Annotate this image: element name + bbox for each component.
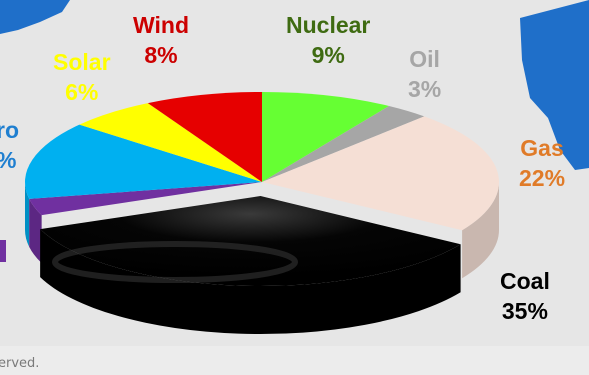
label-nuclear-name: Nuclear [286,12,371,38]
pie-side-gas [462,182,499,279]
pie-slice-gas [262,116,499,231]
label-oil-name: Oil [409,46,440,72]
label-hydro-pct: % [0,145,19,175]
label-wind-name: Wind [133,12,189,38]
label-hydro-name: ro [0,117,19,143]
pie-slice-biomass [29,182,262,216]
label-wind-pct: 8% [144,42,178,68]
label-gas-pct: 22% [519,165,566,191]
footer-bar [0,346,589,375]
pie-slices [25,92,499,287]
pie-side-biomass [29,198,42,264]
pie-slice-wind [147,92,262,182]
label-nuclear: Nuclear 9% [286,10,370,70]
label-solar-pct: 6% [65,79,99,105]
label-oil-pct: 3% [408,76,442,102]
label-coal: Coal 35% [500,266,550,326]
label-hydro: ro % [0,115,19,175]
label-solar: Solar 6% [53,47,111,107]
pie-slice-nuclear [262,92,389,182]
label-wind: Wind 8% [133,10,189,70]
footer-text: erved. [0,356,40,371]
label-biomass-fragment [0,240,6,262]
coal-highlight [52,241,298,283]
water-shape-left [0,0,70,34]
water-shape-right [520,0,589,170]
pie-slice-solar [79,103,262,182]
label-solar-name: Solar [53,49,111,75]
pie-slice-coal [40,196,461,287]
pie-slice-oil [262,106,425,182]
label-nuclear-pct: 9% [311,42,345,68]
label-gas-name: Gas [520,135,564,161]
label-gas: Gas 22% [519,133,565,193]
label-coal-name: Coal [500,268,550,294]
label-coal-pct: 35% [501,298,548,324]
pie-side-walls [25,182,499,335]
pie-side-coal [40,229,461,335]
label-oil: Oil 3% [408,44,441,104]
pie-slice-hydro [25,124,263,199]
pie-side-hydro [25,182,30,247]
